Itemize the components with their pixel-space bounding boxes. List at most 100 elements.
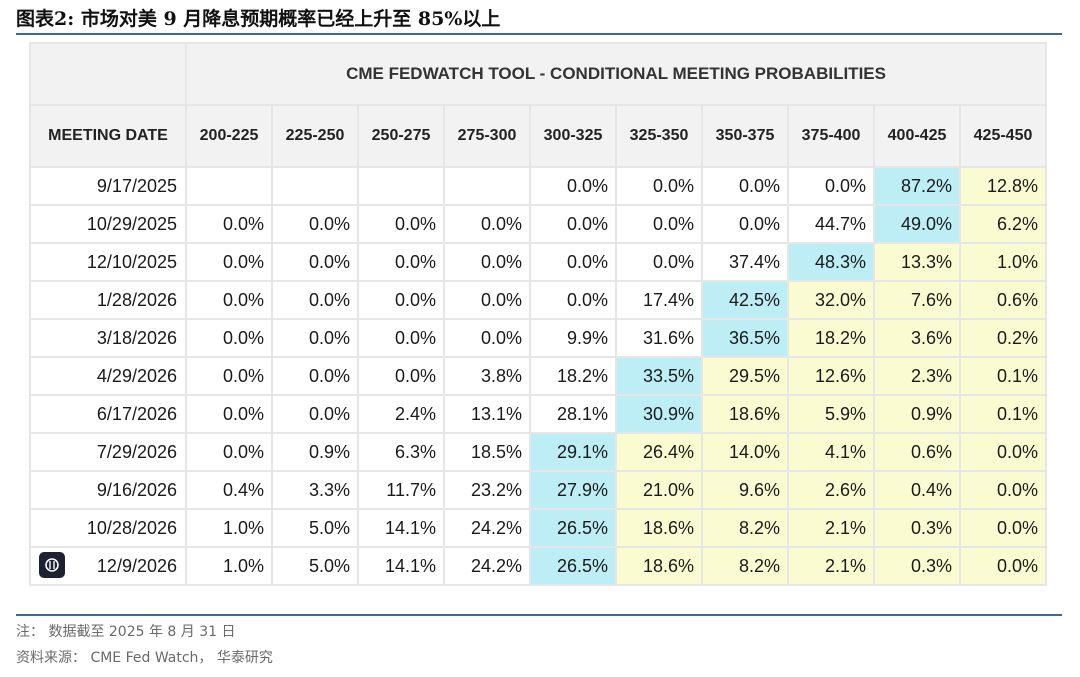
table-row: 10/28/2026 1.0% 5.0% 14.1% 24.2% 26.5% 18.6% 8.… xyxy=(29,508,1048,548)
meeting-date-text: 6/17/2026 xyxy=(96,403,177,424)
probability-cell: 0.0% xyxy=(185,204,273,244)
probability-cell: 5.0% xyxy=(271,546,359,586)
probability-cell: 18.6% xyxy=(701,394,789,434)
probability-cell: 26.4% xyxy=(615,432,703,472)
probability-cell: 0.0% xyxy=(271,318,359,358)
probability-cell: 18.5% xyxy=(443,432,531,472)
rate-range-header: 300-325 xyxy=(529,104,617,168)
meeting-date-cell: 4/29/2026 xyxy=(29,356,187,396)
probability-cell: 87.2% xyxy=(873,166,961,206)
probability-cell: 0.0% xyxy=(185,432,273,472)
probability-cell: 0.0% xyxy=(357,318,445,358)
meeting-date-cell: 9/17/2025 xyxy=(29,166,187,206)
data-note: 注： 数据截至 2025 年 8 月 31 日 xyxy=(16,624,236,640)
probability-cell: 0.4% xyxy=(873,470,961,510)
probability-cell: 44.7% xyxy=(787,204,875,244)
table-title: CME FEDWATCH TOOL - CONDITIONAL MEETING … xyxy=(184,42,1048,106)
probability-cell: 0.9% xyxy=(873,394,961,434)
probability-cell: 0.0% xyxy=(529,280,617,320)
source-note: 资料来源： CME Fed Watch， 华泰研究 xyxy=(16,650,273,666)
probability-cell: 0.2% xyxy=(958,318,1048,358)
probability-cell: 0.4% xyxy=(185,470,273,510)
rate-range-header: 250-275 xyxy=(357,104,445,168)
probability-cell: 1.0% xyxy=(958,242,1048,282)
probability-cell: 9.9% xyxy=(529,318,617,358)
app-badge-icon[interactable] xyxy=(39,552,65,578)
probability-cell: 8.2% xyxy=(701,546,789,586)
meeting-date-cell: 6/17/2026 xyxy=(29,394,187,434)
probability-table: CME FEDWATCH TOOL - CONDITIONAL MEETING … xyxy=(29,42,1048,586)
probability-cell: 29.1% xyxy=(529,432,617,472)
meeting-date-text: 9/16/2026 xyxy=(96,479,177,500)
meeting-date-cell: 1/28/2026 xyxy=(29,280,187,320)
rate-range-header: 275-300 xyxy=(443,104,531,168)
probability-cell: 0.0% xyxy=(185,318,273,358)
probability-cell: 0.0% xyxy=(443,318,531,358)
probability-cell: 0.6% xyxy=(873,432,961,472)
probability-cell: 3.3% xyxy=(271,470,359,510)
probability-cell: 0.0% xyxy=(357,356,445,396)
probability-cell xyxy=(443,166,531,206)
rate-range-header: 325-350 xyxy=(615,104,703,168)
probability-cell: 0.3% xyxy=(873,508,961,548)
rate-range-header: 225-250 xyxy=(271,104,359,168)
rate-range-header: 425-450 xyxy=(958,104,1048,168)
meeting-date-text: 12/10/2025 xyxy=(86,251,177,272)
probability-cell: 13.1% xyxy=(443,394,531,434)
meeting-date-text: 12/9/2026 xyxy=(96,555,177,576)
table-row: 3/18/2026 0.0% 0.0% 0.0% 0.0% 9.9% 31.6% 36.5% 1… xyxy=(29,318,1048,358)
probability-cell: 2.1% xyxy=(787,546,875,586)
probability-cell: 6.2% xyxy=(958,204,1048,244)
meeting-date-text: 10/29/2025 xyxy=(86,213,177,234)
meeting-date-text: 9/17/2025 xyxy=(96,175,177,196)
probability-cell: 0.0% xyxy=(529,204,617,244)
probability-cell: 14.1% xyxy=(357,546,445,586)
probability-cell: 0.0% xyxy=(357,280,445,320)
probability-cell: 0.0% xyxy=(271,204,359,244)
probability-cell: 49.0% xyxy=(873,204,961,244)
meeting-date-cell: 10/28/2026 xyxy=(29,508,187,548)
probability-cell xyxy=(271,166,359,206)
probability-cell: 0.0% xyxy=(443,280,531,320)
probability-cell: 0.0% xyxy=(185,394,273,434)
probability-cell: 0.6% xyxy=(958,280,1048,320)
probability-cell: 0.0% xyxy=(787,166,875,206)
probability-cell: 26.5% xyxy=(529,508,617,548)
probability-cell: 21.0% xyxy=(615,470,703,510)
probability-cell: 6.3% xyxy=(357,432,445,472)
probability-cell: 12.8% xyxy=(958,166,1048,206)
probability-cell: 1.0% xyxy=(185,546,273,586)
probability-cell: 0.0% xyxy=(443,204,531,244)
probability-cell: 0.1% xyxy=(958,394,1048,434)
probability-cell: 14.1% xyxy=(357,508,445,548)
probability-cell: 37.4% xyxy=(701,242,789,282)
meeting-date-cell: 7/29/2026 xyxy=(29,432,187,472)
probability-cell: 2.6% xyxy=(787,470,875,510)
probability-cell: 0.0% xyxy=(958,470,1048,510)
probability-cell: 28.1% xyxy=(529,394,617,434)
probability-cell: 5.0% xyxy=(271,508,359,548)
probability-cell: 0.0% xyxy=(701,166,789,206)
probability-cell: 0.0% xyxy=(615,242,703,282)
probability-cell: 31.6% xyxy=(615,318,703,358)
probability-cell: 2.1% xyxy=(787,508,875,548)
table-row: 7/29/2026 0.0% 0.9% 6.3% 18.5% 29.1% 26.4% 14.0… xyxy=(29,432,1048,472)
table-row: 9/16/2026 0.4% 3.3% 11.7% 23.2% 27.9% 21.0% 9.6… xyxy=(29,470,1048,510)
probability-cell: 23.2% xyxy=(443,470,531,510)
probability-cell: 13.3% xyxy=(873,242,961,282)
probability-cell: 33.5% xyxy=(615,356,703,396)
probability-cell xyxy=(357,166,445,206)
probability-cell: 3.6% xyxy=(873,318,961,358)
probability-table-container: CME FEDWATCH TOOL - CONDITIONAL MEETING … xyxy=(29,42,1048,608)
figure-title: 图表2: 市场对美 9 月降息预期概率已经上升至 85%以上 xyxy=(16,8,501,30)
bottom-rule xyxy=(16,614,1062,616)
probability-cell: 11.7% xyxy=(357,470,445,510)
meeting-date-text: 7/29/2026 xyxy=(96,441,177,462)
probability-cell: 30.9% xyxy=(615,394,703,434)
probability-cell: 36.5% xyxy=(701,318,789,358)
meeting-date-text: 3/18/2026 xyxy=(96,327,177,348)
probability-cell: 48.3% xyxy=(787,242,875,282)
probability-cell: 0.0% xyxy=(185,280,273,320)
probability-cell: 0.3% xyxy=(873,546,961,586)
probability-cell: 9.6% xyxy=(701,470,789,510)
